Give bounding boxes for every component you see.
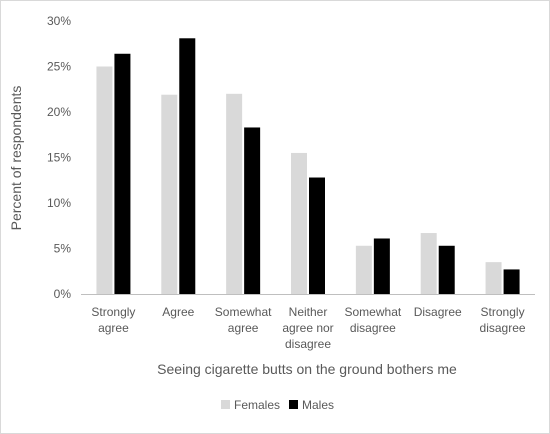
bar-males bbox=[503, 269, 520, 294]
y-tick-label: 25% bbox=[47, 60, 71, 74]
bar-males bbox=[309, 177, 325, 294]
x-tick-label: Somewhat agree bbox=[215, 305, 272, 335]
y-tick-label: 15% bbox=[47, 151, 71, 165]
x-tick-label: Disagree bbox=[414, 305, 462, 319]
legend: Females Males bbox=[221, 398, 334, 412]
bars bbox=[96, 38, 520, 295]
x-tick-label: Somewhat disagree bbox=[345, 305, 402, 335]
y-tick-label: 5% bbox=[54, 242, 72, 256]
x-tick-label: Strongly disagree bbox=[480, 305, 526, 335]
x-tick-label: Neither agree nor disagree bbox=[282, 305, 333, 351]
y-axis-label: Percent of respondents bbox=[8, 86, 24, 231]
y-tick-label: 0% bbox=[54, 287, 72, 301]
bar-females bbox=[355, 245, 372, 294]
x-tick-label: Agree bbox=[162, 305, 194, 319]
legend-label-females: Females bbox=[234, 398, 280, 412]
bar-males bbox=[438, 245, 455, 294]
legend-swatch-males bbox=[289, 400, 298, 409]
bar-males bbox=[244, 127, 261, 294]
y-tick-label: 20% bbox=[47, 105, 71, 119]
x-axis-ticks: Strongly agree Agree Somewhat agree Neither ag… bbox=[91, 305, 526, 351]
bar-females bbox=[485, 262, 502, 294]
bar-females bbox=[161, 94, 178, 295]
bar-males bbox=[179, 38, 196, 294]
bar-females bbox=[226, 93, 243, 294]
bar-females bbox=[291, 152, 307, 294]
y-tick-label: 10% bbox=[47, 196, 71, 210]
x-axis-label: Seeing cigarette butts on the ground bot… bbox=[157, 361, 457, 377]
y-axis-ticks: 0% 5% 10% 15% 20% 25% 30% bbox=[47, 14, 71, 301]
bar-males bbox=[373, 238, 390, 294]
legend-swatch-females bbox=[221, 400, 230, 409]
bar-females bbox=[420, 233, 437, 294]
x-tick-label: Strongly agree bbox=[91, 305, 135, 335]
y-tick-label: 30% bbox=[47, 14, 71, 28]
legend-label-males: Males bbox=[302, 398, 334, 412]
bar-females bbox=[96, 66, 113, 294]
bar-males bbox=[114, 53, 131, 295]
